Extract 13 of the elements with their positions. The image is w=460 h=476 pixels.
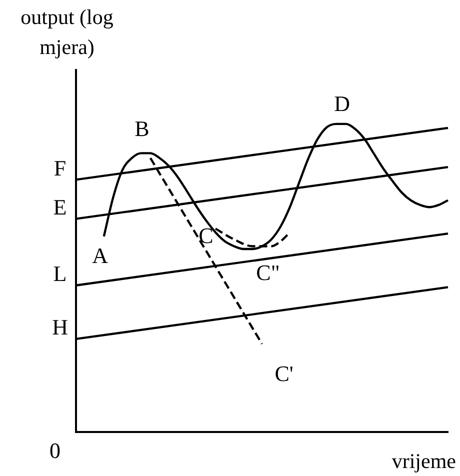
- text: 0: [50, 438, 60, 463]
- series-label: F: [54, 155, 66, 180]
- series-label: E: [53, 194, 67, 220]
- series-label: H: [52, 314, 68, 340]
- annotation: B: [134, 116, 150, 141]
- annotation: C': [274, 360, 294, 386]
- annotation: A: [92, 242, 108, 268]
- series-label: L: [53, 261, 67, 286]
- annotation: C": [256, 260, 280, 285]
- text: D: [334, 90, 350, 116]
- annotation: C: [198, 222, 214, 248]
- x-axis-title: vrijeme: [392, 449, 456, 474]
- y-axis-title: output (log mjera): [20, 4, 114, 61]
